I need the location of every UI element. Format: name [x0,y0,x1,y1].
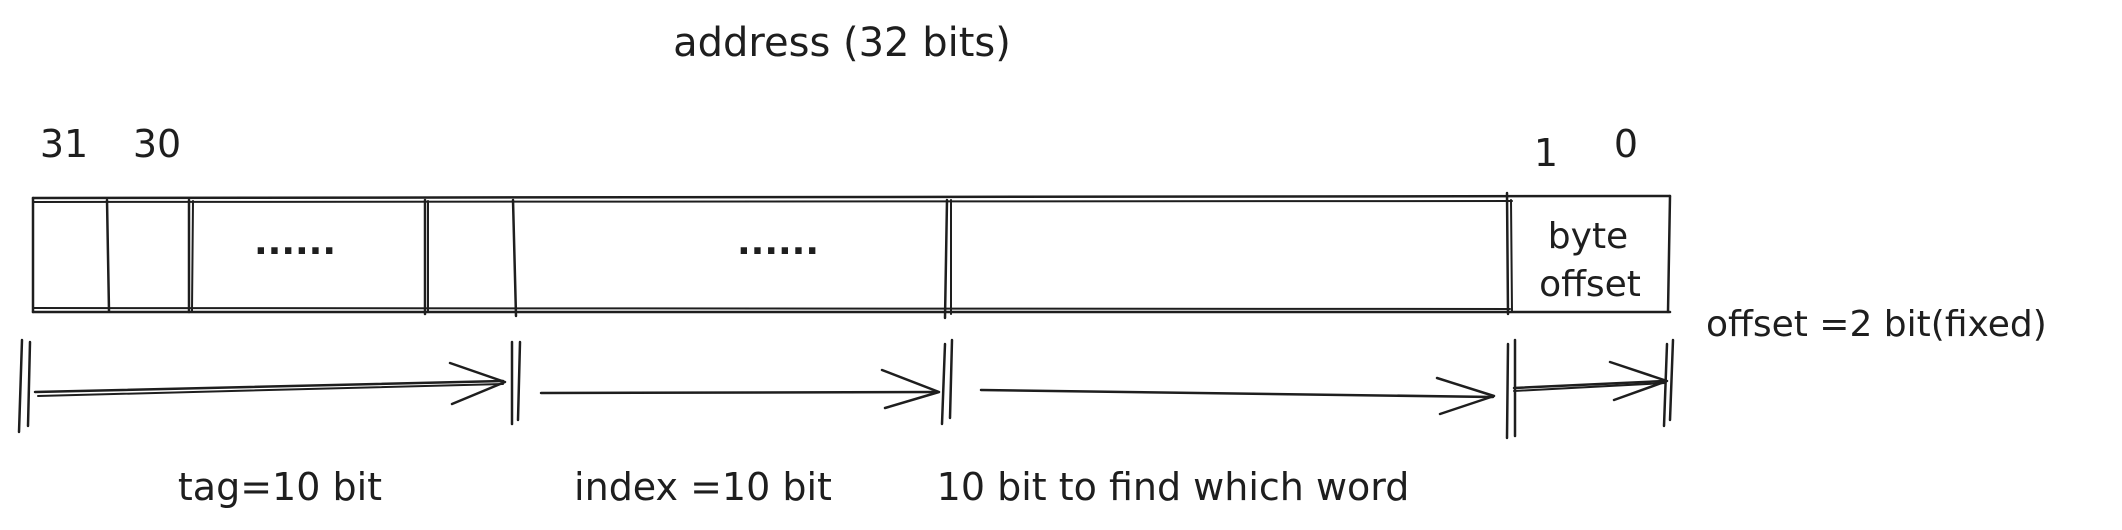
index-field-label: index =10 bit [574,465,832,509]
tag-range-arrow [33,361,507,406]
cell-ellipsis-middle: ...... [737,222,819,263]
cell-ellipsis-left: ...... [254,222,336,263]
bit-label-31: 31 [40,122,88,166]
byte-offset-label-line1: byte [1548,216,1628,257]
word-field-label: 10 bit to find which word [937,465,1410,509]
byte-offset-range-arrow [1512,360,1669,402]
cell-dividers [105,191,1513,320]
bit-label-30: 30 [133,122,181,166]
offset-side-note: offset =2 bit(fixed) [1706,304,2047,345]
diagram-title: address (32 bits) [673,20,1011,66]
word-range-arrow [979,376,1496,416]
tag-field-label: tag=10 bit [178,465,382,509]
address-register-box [31,194,1672,314]
index-range-arrow [539,368,941,410]
bit-label-0: 0 [1614,122,1638,166]
range-boundary-markers [17,338,1675,440]
byte-offset-label-line2: offset [1539,264,1641,305]
bit-label-1: 1 [1534,131,1558,175]
